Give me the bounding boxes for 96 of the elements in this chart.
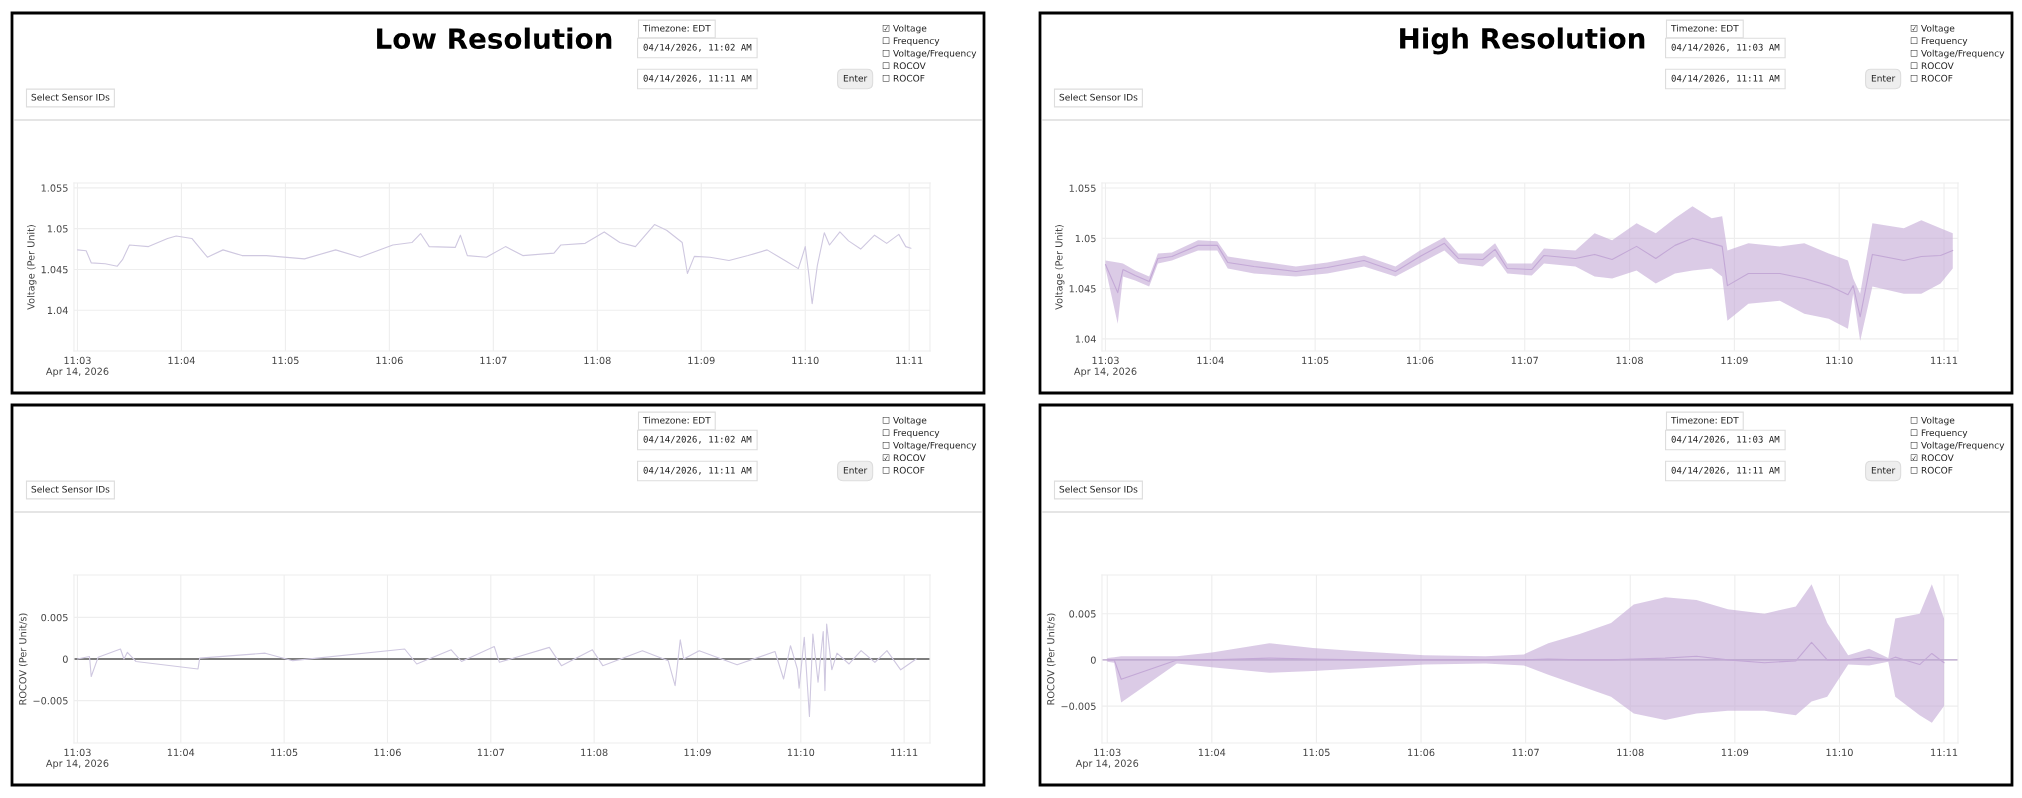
x-tick-label: 11:06 — [1408, 748, 1435, 757]
y-axis-title: ROCOV (Per Unit/s) — [1046, 613, 1056, 705]
y-tick-label: 1.055 — [41, 184, 68, 192]
y-tick-label: 0 — [1090, 656, 1096, 664]
x-tick-label: 11:05 — [1303, 748, 1330, 757]
x-tick-label: 11:09 — [1721, 356, 1748, 365]
text: 04/14/2026, 11:11 AM — [1671, 466, 1780, 475]
text: Enter — [1871, 466, 1896, 474]
text: ☐ Voltage/Frequency — [1910, 49, 2005, 59]
text: Enter — [843, 466, 868, 474]
x-tick-label: 11:08 — [1616, 356, 1643, 365]
y-tick-label: −0.005 — [1061, 702, 1096, 710]
x-tick-label: 11:04 — [167, 748, 195, 757]
x-tick-label: 11:10 — [787, 748, 815, 757]
text: ☐ Frequency — [1910, 37, 1968, 46]
text: Timezone: EDT — [642, 416, 711, 424]
x-tick-label: 11:06 — [1407, 356, 1434, 365]
x-tick-label: 11:07 — [1511, 356, 1538, 365]
text: 04/14/2026, 11:03 AM — [1671, 435, 1780, 444]
y-tick-label: −0.005 — [33, 697, 68, 705]
x-tick-label: 11:03 Apr 14, 2026 — [1075, 748, 1139, 769]
text: ☐ ROCOV — [882, 62, 926, 70]
text: ☐ ROCOV — [1910, 62, 1954, 70]
text: 04/14/2026, 11:03 AM — [1671, 43, 1780, 52]
y-tick-label: 1.04 — [1075, 335, 1096, 343]
x-tick-label: 11:10 — [1826, 748, 1853, 757]
x-tick-label: 11:04 — [1198, 748, 1226, 757]
text: Timezone: EDT — [642, 24, 711, 32]
text: ☑ Voltage — [1910, 24, 1955, 34]
y-tick-label: 1.05 — [1075, 234, 1096, 243]
text: Enter — [843, 74, 868, 82]
x-tick-label: 11:11 — [1931, 356, 1958, 364]
text: Select Sensor IDs — [31, 93, 110, 101]
text: 04/14/2026, 11:02 AM — [643, 435, 752, 444]
x-tick-label: 11:05 — [1302, 356, 1329, 365]
y-tick-label: 1.04 — [47, 306, 68, 315]
text: ☑ ROCOV — [1910, 454, 1954, 462]
text: ☑ Voltage — [882, 24, 927, 34]
x-tick-label: 11:09 — [688, 356, 715, 365]
x-tick-label: 11:08 — [581, 748, 608, 757]
x-tick-label: 11:09 — [1721, 748, 1749, 757]
x-tick-label: 11:07 — [477, 748, 504, 757]
chart-title: High Resolution — [1400, 27, 1645, 55]
y-tick-label: 0.005 — [41, 613, 68, 622]
text: ☐ ROCOF — [1910, 74, 1953, 82]
text: ☐ Frequency — [882, 429, 940, 438]
text: Timezone: EDT — [1670, 24, 1739, 32]
text: ☐ ROCOF — [1910, 466, 1953, 474]
y-axis-title: ROCOV (Per Unit/s) — [18, 613, 28, 705]
text: ☐ ROCOF — [882, 74, 925, 82]
x-tick-label: 11:06 — [376, 356, 403, 365]
x-tick-label: 11:03 Apr 14, 2026 — [45, 748, 109, 769]
x-tick-label: 11:10 — [792, 356, 819, 365]
x-tick-label: 11:07 — [480, 356, 507, 365]
x-tick-label: 11:08 — [584, 356, 611, 365]
x-tick-label: 11:10 — [1826, 356, 1853, 365]
text: Select Sensor IDs — [1059, 485, 1138, 493]
chart-title: Low Resolution — [377, 27, 612, 50]
x-tick-label: 11:05 — [272, 356, 299, 365]
text: ☐ Frequency — [882, 37, 940, 46]
x-tick-label: 11:04 — [1197, 356, 1224, 365]
x-tick-label: 11:11 — [896, 356, 923, 364]
x-tick-label: 11:04 — [168, 356, 195, 365]
text: ☐ Voltage/Frequency — [1910, 441, 2005, 451]
y-axis-title: Voltage (Per Unit) — [1055, 225, 1065, 310]
text: ☐ Voltage — [1910, 416, 1955, 426]
text: 04/14/2026, 11:11 AM — [643, 466, 752, 475]
text: ☐ Voltage — [882, 416, 927, 426]
x-tick-label: 11:08 — [1617, 748, 1644, 757]
text: ☐ ROCOF — [882, 466, 925, 474]
x-tick-label: 11:05 — [271, 748, 298, 757]
text: ☐ Voltage/Frequency — [882, 49, 977, 59]
text: ☑ ROCOV — [882, 454, 926, 462]
x-tick-label: 11:11 — [1931, 748, 1958, 756]
text: 04/14/2026, 11:02 AM — [643, 43, 752, 52]
y-tick-label: 0 — [62, 655, 68, 663]
x-tick-label: 11:06 — [374, 748, 401, 757]
x-tick-label: 11:07 — [1512, 748, 1539, 757]
y-tick-label: 0.005 — [1069, 610, 1096, 618]
y-tick-label: 1.045 — [41, 265, 68, 274]
x-tick-label: 11:03 Apr 14, 2026 — [45, 356, 109, 377]
x-tick-label: 11:03 Apr 14, 2026 — [1073, 356, 1137, 377]
text: Select Sensor IDs — [31, 485, 110, 493]
y-tick-label: 1.055 — [1069, 184, 1096, 192]
text: Enter — [1871, 74, 1896, 82]
x-tick-label: 11:11 — [891, 748, 918, 756]
text: Timezone: EDT — [1670, 416, 1739, 424]
y-tick-label: 1.045 — [1069, 285, 1096, 293]
text: 04/14/2026, 11:11 AM — [643, 74, 752, 83]
y-tick-label: 1.05 — [47, 225, 68, 233]
x-tick-label: 11:09 — [684, 748, 711, 757]
y-axis-title: Voltage (Per Unit) — [27, 225, 37, 310]
text: ☐ Frequency — [1910, 429, 1968, 438]
text: Select Sensor IDs — [1059, 93, 1138, 101]
text: 04/14/2026, 11:11 AM — [1671, 74, 1780, 83]
text: ☐ Voltage/Frequency — [882, 441, 977, 451]
